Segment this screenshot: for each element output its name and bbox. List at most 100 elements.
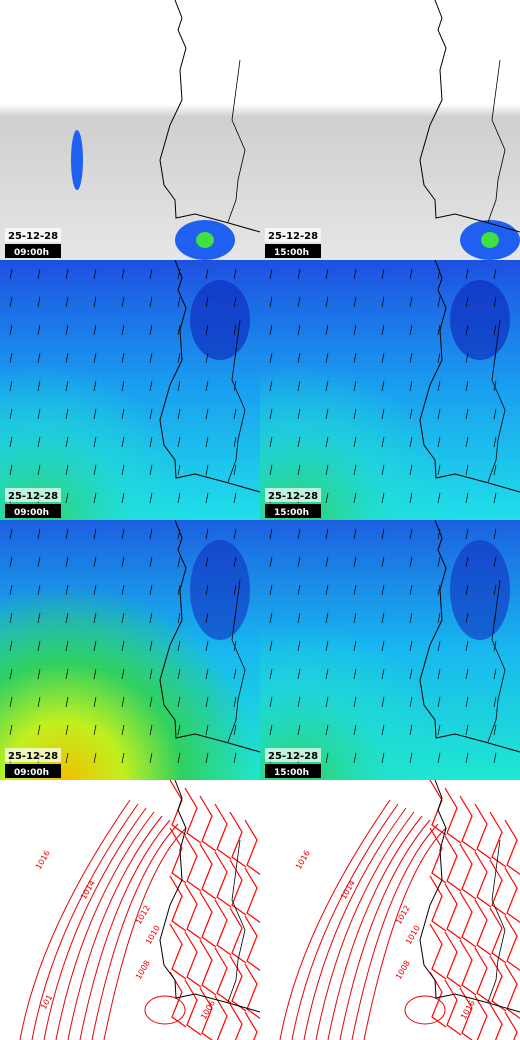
wind-arrow [233, 752, 237, 764]
time-label: 09:00h [14, 508, 49, 518]
wind-arrow [409, 584, 413, 596]
wind-arrow [381, 492, 385, 504]
wind-arrow [65, 668, 69, 680]
wind-arrow [381, 640, 385, 652]
wind-arrow [437, 436, 441, 448]
isobar [184, 787, 202, 844]
wind-arrow [325, 436, 329, 448]
wind-arrow [121, 436, 125, 448]
isobar [291, 803, 399, 1040]
time-label: 09:00h [14, 248, 49, 258]
wind-arrow [149, 324, 153, 336]
isobar [55, 811, 155, 1040]
wind-arrow [37, 556, 41, 568]
wind-arrow [177, 584, 181, 596]
wind-arrow [409, 612, 413, 624]
strong-wind [190, 540, 250, 640]
wind-arrow [325, 724, 329, 736]
wind-arrow [37, 668, 41, 680]
isobar [244, 819, 262, 876]
isobar [504, 867, 520, 924]
wind-arrow [325, 296, 329, 308]
wind-arrow [297, 724, 301, 736]
wind-arrow [65, 436, 69, 448]
isobar [429, 827, 447, 884]
wind-arrow [37, 584, 41, 596]
isobar [474, 995, 488, 1040]
wind-arrow [149, 436, 153, 448]
wind-arrow [297, 436, 301, 448]
isobar [489, 1003, 503, 1040]
map-panel: 25-12-28 09:00h [0, 519, 261, 780]
wind-arrow [65, 612, 69, 624]
isobar [214, 947, 232, 1004]
wind-arrow [9, 696, 13, 708]
wind-arrow [177, 296, 181, 308]
coastline [159, 259, 261, 493]
isobar [444, 931, 462, 988]
wind-arrow [297, 380, 301, 392]
wind-arrow [381, 352, 385, 364]
wind-arrow [9, 352, 13, 364]
wind-arrow [325, 752, 329, 764]
border [227, 579, 246, 743]
wind-arrow [149, 408, 153, 420]
wind-arrow [353, 464, 357, 476]
wind-arrow [121, 352, 125, 364]
coastline [419, 0, 520, 233]
isobar [339, 819, 431, 1040]
wind-arrow [493, 528, 497, 540]
wind-arrow [121, 752, 125, 764]
wind-arrow [381, 436, 385, 448]
wind-arrow [65, 268, 69, 280]
wind-arrow [297, 352, 301, 364]
wind-arrow [233, 324, 237, 336]
wind-arrow [93, 380, 97, 392]
wind-arrow [37, 380, 41, 392]
isobar [169, 923, 187, 980]
wind-arrow [409, 668, 413, 680]
isobar [459, 795, 477, 852]
wind-arrow [9, 584, 13, 596]
wind-arrow [65, 296, 69, 308]
wind-arrow [177, 640, 181, 652]
isobar [351, 823, 439, 1040]
wind-arrow [381, 380, 385, 392]
wind-arrow [465, 492, 469, 504]
wind-arrow [493, 296, 497, 308]
wind-arrow [493, 752, 497, 764]
isobar [459, 843, 477, 900]
wind-arrow [93, 352, 97, 364]
wind-arrow [121, 556, 125, 568]
date-box [265, 228, 321, 242]
wind-arrow [465, 612, 469, 624]
wind-arrow [409, 752, 413, 764]
isobar [169, 875, 187, 932]
wind-arrow [325, 528, 329, 540]
isobar [199, 843, 217, 900]
time-box [5, 764, 61, 778]
wind-arrow [93, 436, 97, 448]
wind-arrow [465, 724, 469, 736]
wind-arrow [37, 408, 41, 420]
border [487, 59, 506, 223]
wind-arrow [325, 380, 329, 392]
wind-arrow [297, 584, 301, 596]
wind-arrow [437, 380, 441, 392]
isobar [504, 963, 520, 1020]
date-box [265, 488, 321, 502]
wind-arrow [493, 464, 497, 476]
wind-arrow [37, 436, 41, 448]
border [487, 319, 506, 483]
wind-arrow [297, 464, 301, 476]
isobar [169, 971, 187, 1028]
wind-arrow [37, 640, 41, 652]
isobar [184, 931, 202, 988]
wind-arrow [177, 436, 181, 448]
isobar [244, 915, 262, 972]
wind-arrow [381, 408, 385, 420]
wind-arrow [121, 640, 125, 652]
wind-arrow [409, 556, 413, 568]
wind-arrow [233, 556, 237, 568]
